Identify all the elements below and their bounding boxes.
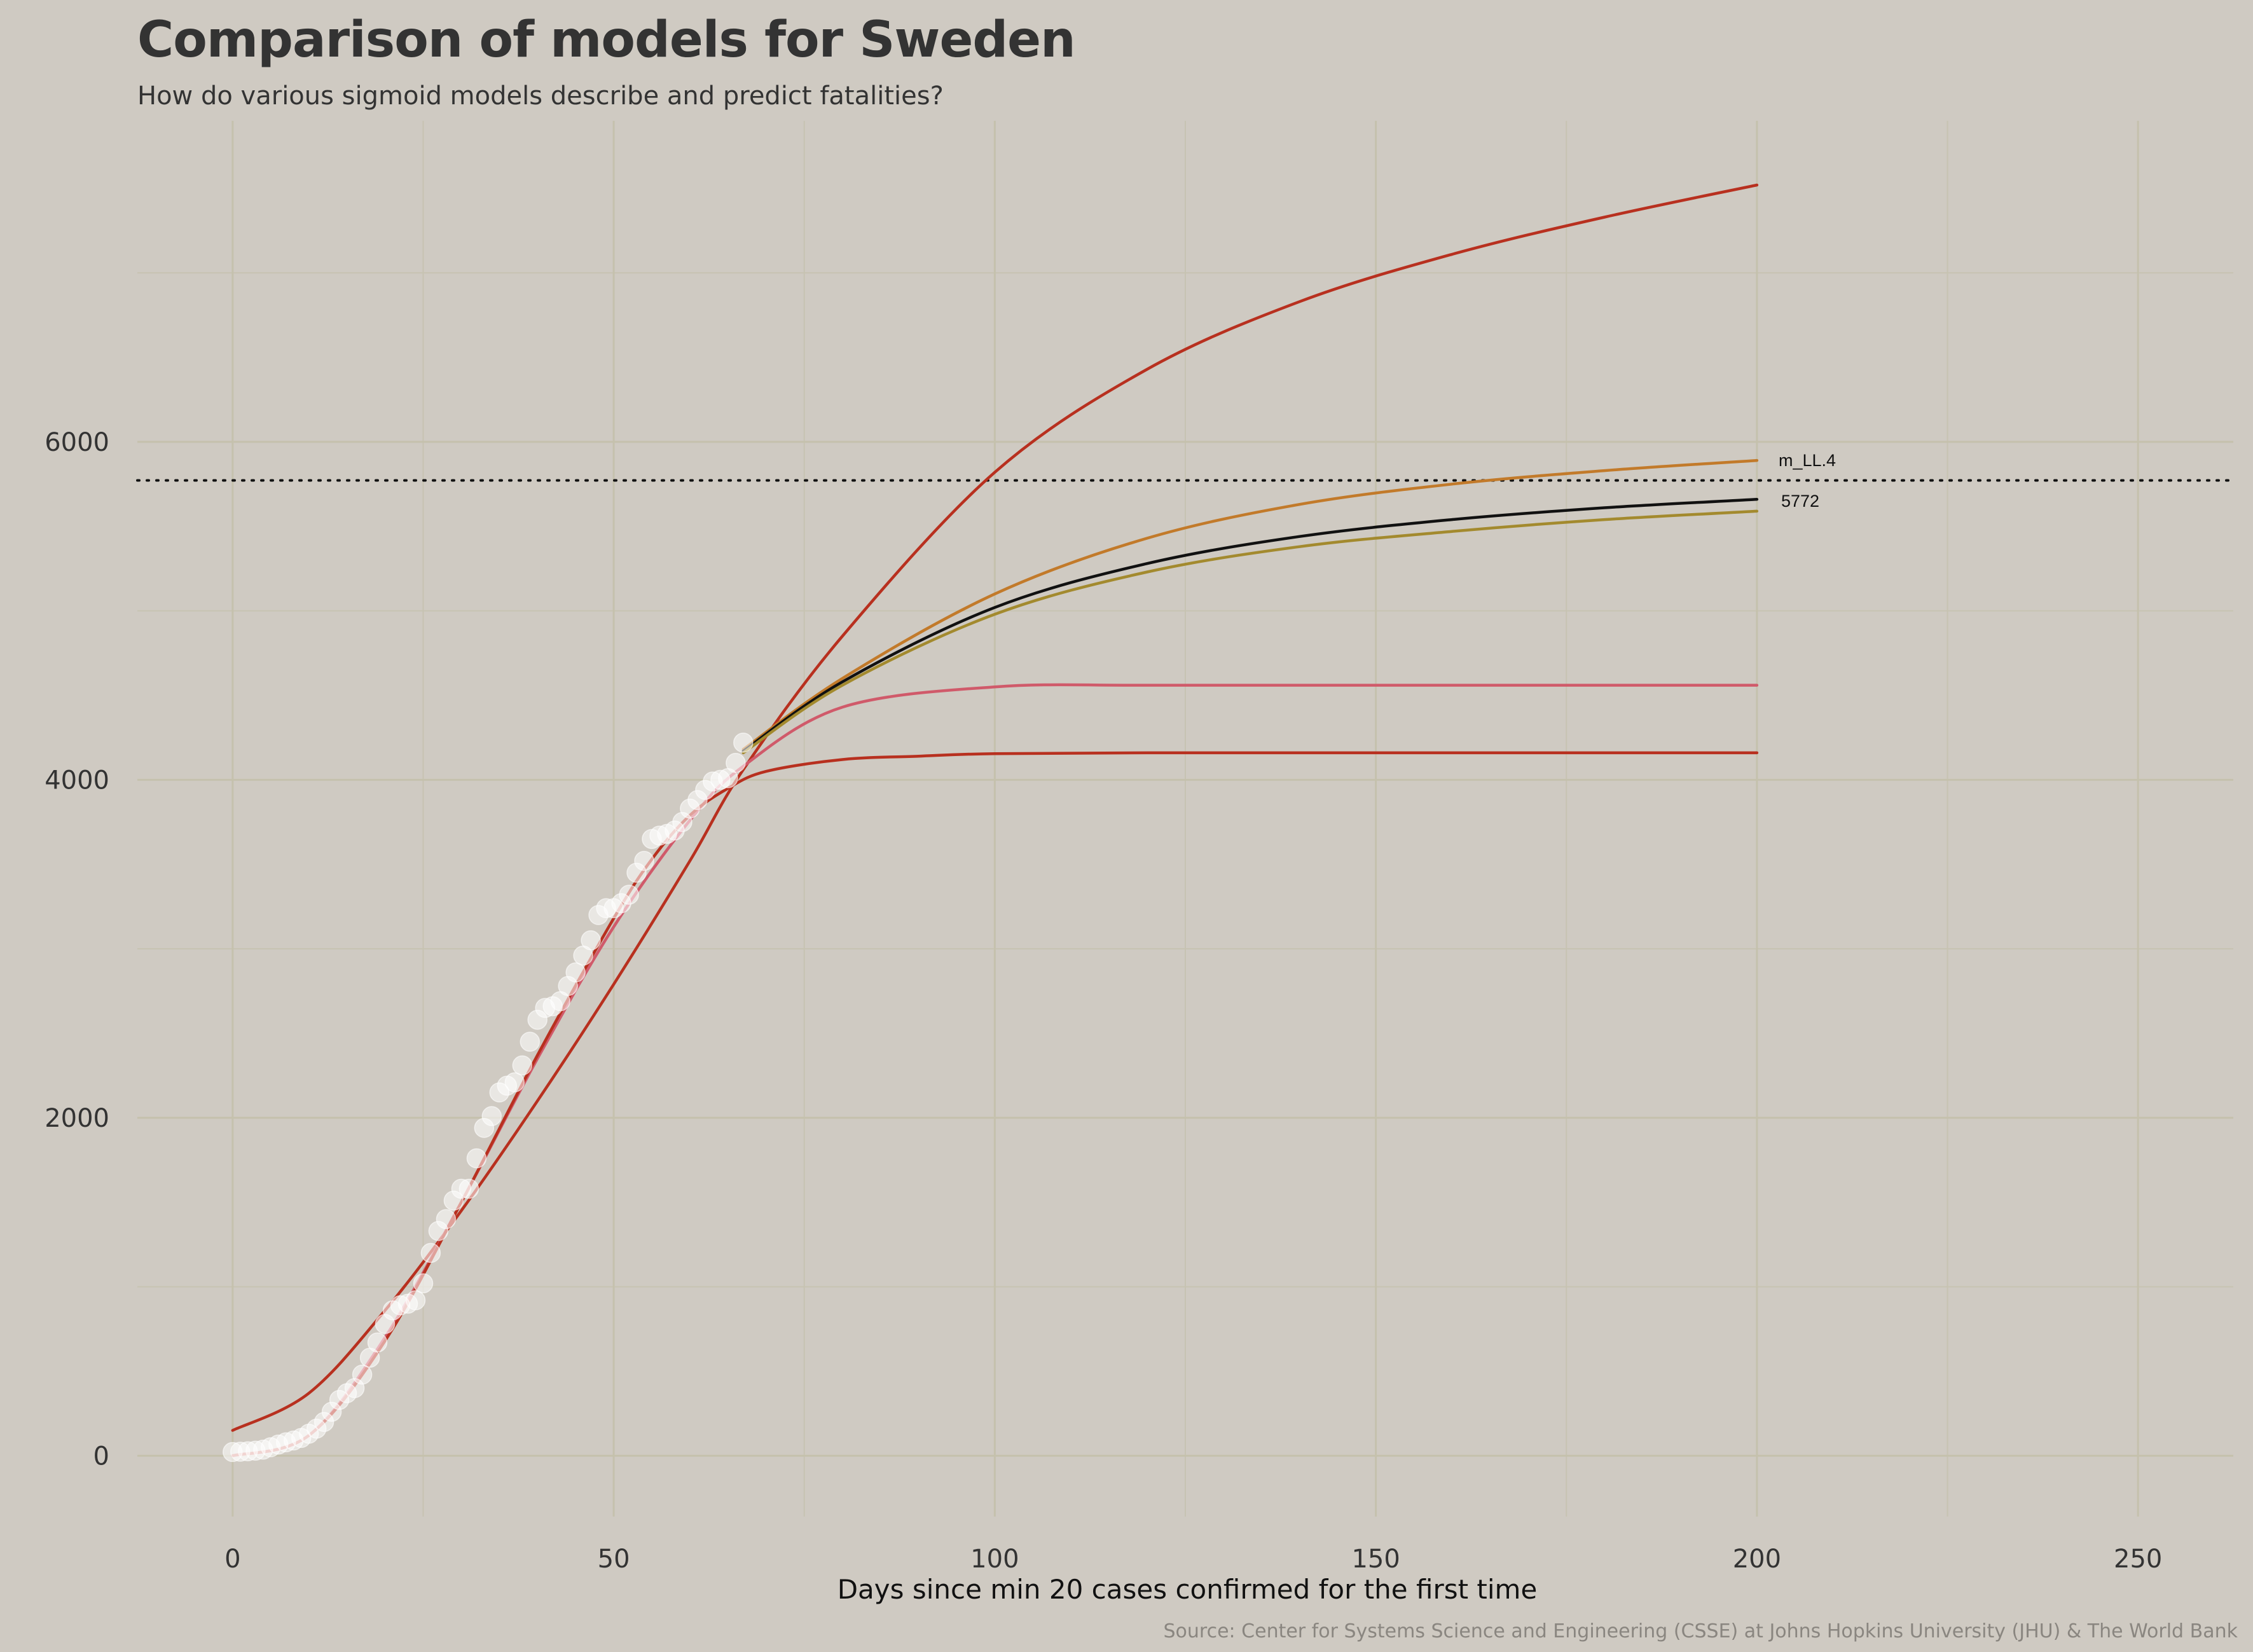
observed-point bbox=[581, 930, 601, 951]
x-tick-label: 0 bbox=[224, 1545, 240, 1574]
observed-point bbox=[466, 1148, 487, 1169]
observed-point bbox=[733, 733, 754, 753]
observed-point bbox=[504, 1072, 525, 1092]
x-tick-label: 200 bbox=[1733, 1545, 1781, 1574]
model-curve-2 bbox=[741, 458, 1759, 751]
model-curve-1 bbox=[231, 183, 1759, 1432]
observed-point bbox=[565, 962, 586, 983]
model-curve-4 bbox=[741, 509, 1759, 755]
observed-point bbox=[619, 885, 639, 905]
x-tick-label: 150 bbox=[1351, 1545, 1400, 1574]
observed-point bbox=[458, 1178, 479, 1199]
observed-point bbox=[726, 753, 746, 773]
observed-point bbox=[436, 1209, 457, 1230]
x-tick-label: 250 bbox=[2114, 1545, 2162, 1574]
annotations: m_LL.4 5772 bbox=[1779, 451, 1836, 511]
source-caption: Source: Center for Systems Science and E… bbox=[1163, 1620, 2238, 1642]
observed-point bbox=[481, 1106, 502, 1126]
model-curve-6 bbox=[231, 751, 1759, 1457]
observed-point bbox=[367, 1332, 388, 1353]
y-tick-label: 6000 bbox=[45, 428, 109, 457]
observed-point bbox=[634, 851, 654, 871]
chart-title: Comparison of models for Sweden bbox=[137, 11, 1076, 69]
observed-point bbox=[405, 1290, 426, 1311]
grid bbox=[137, 121, 2233, 1517]
observed-point bbox=[420, 1242, 441, 1263]
x-tick-label: 50 bbox=[598, 1545, 630, 1574]
series-end-label: m_LL.4 bbox=[1779, 451, 1836, 470]
observed-point bbox=[520, 1031, 541, 1052]
model-curve-3 bbox=[741, 498, 1759, 753]
y-tick-label: 0 bbox=[93, 1442, 109, 1471]
observed-points bbox=[223, 733, 754, 1463]
chart-subtitle: How do various sigmoid models describe a… bbox=[137, 81, 944, 111]
observed-point bbox=[512, 1055, 533, 1076]
x-axis-title: Days since min 20 cases confirmed for th… bbox=[837, 1574, 1538, 1605]
x-tick-label: 100 bbox=[970, 1545, 1019, 1574]
observed-point bbox=[413, 1273, 434, 1294]
axis-ticks: 0 50 100 150 200 250 0 2000 4000 6000 bbox=[45, 428, 2162, 1574]
reference-value-label: 5772 bbox=[1781, 492, 1819, 511]
y-tick-label: 4000 bbox=[45, 766, 109, 795]
y-tick-label: 2000 bbox=[45, 1104, 109, 1133]
observed-point bbox=[352, 1365, 373, 1385]
